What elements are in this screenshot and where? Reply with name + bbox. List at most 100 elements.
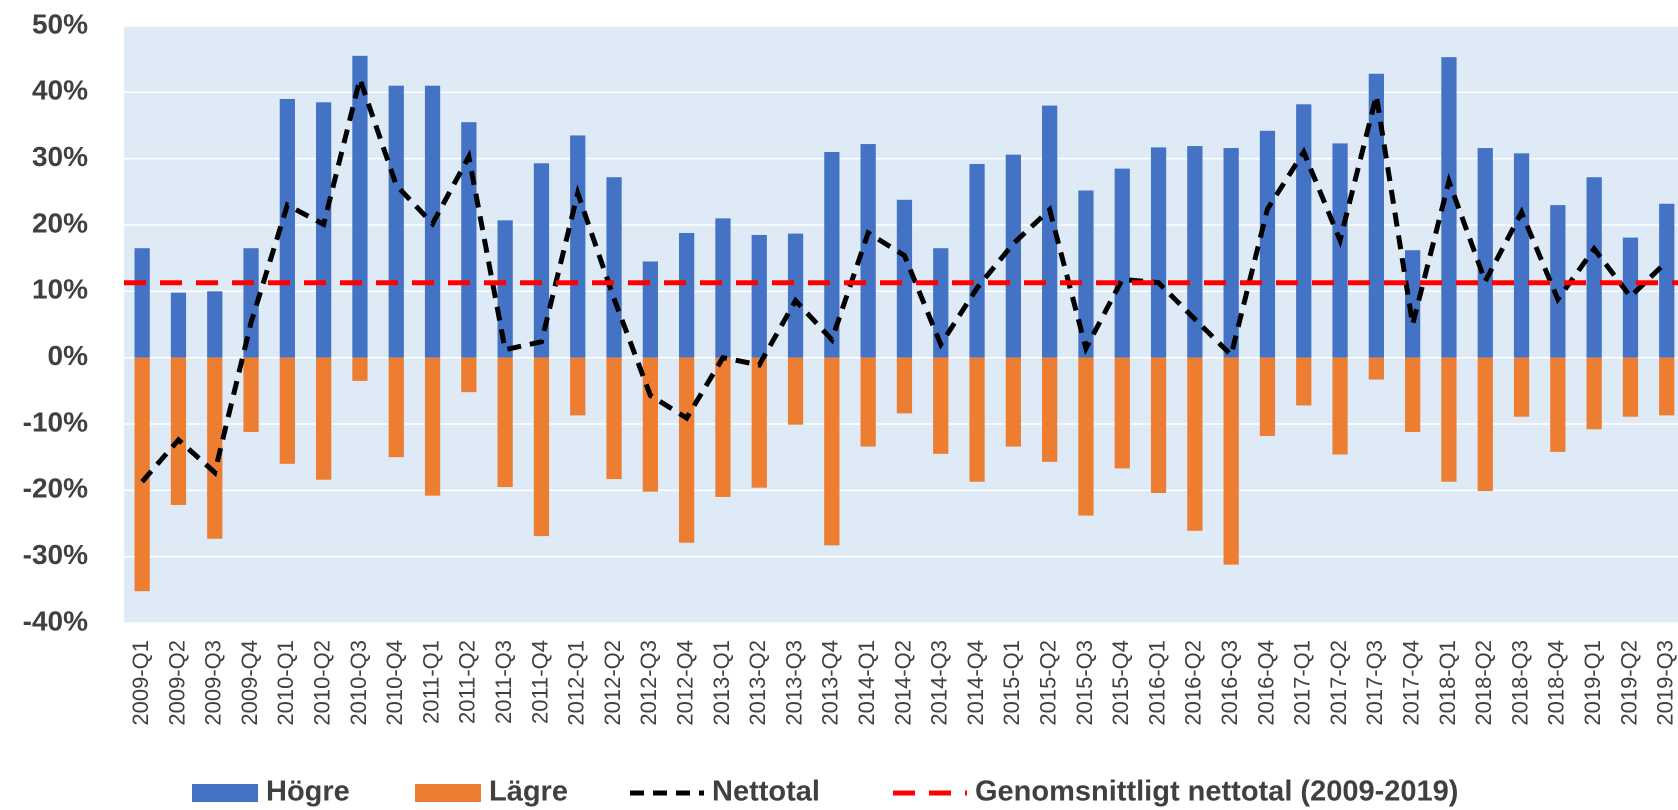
x-tick-label: 2014-Q3: [927, 640, 952, 726]
x-tick-label: 2015-Q4: [1108, 640, 1133, 726]
x-tick-label: 2013-Q3: [781, 640, 806, 726]
bar: [933, 248, 949, 358]
x-tick-label: 2010-Q2: [309, 640, 334, 726]
legend-swatch: [415, 784, 481, 802]
bar: [533, 163, 550, 358]
bar: [352, 55, 368, 358]
bar: [1259, 357, 1276, 436]
y-tick-label: 10%: [32, 274, 88, 305]
x-tick-label: 2011-Q2: [455, 640, 480, 724]
x-tick-label: 2012-Q1: [564, 640, 589, 726]
bar: [1078, 190, 1094, 358]
bar: [715, 218, 731, 358]
bar: [642, 357, 658, 492]
bar: [1513, 153, 1530, 358]
bar: [787, 233, 804, 358]
x-tick-label: 2018-Q3: [1507, 640, 1532, 726]
y-tick-label: -10%: [23, 406, 88, 437]
bar: [751, 234, 767, 358]
bar: [606, 357, 622, 480]
y-tick-label: -30%: [23, 539, 88, 570]
bar: [1550, 357, 1566, 452]
bar: [860, 144, 876, 358]
bar: [316, 102, 332, 358]
bar: [1005, 154, 1021, 358]
y-tick-label: 40%: [32, 75, 88, 106]
bar: [243, 357, 259, 432]
x-tick-label: 2010-Q4: [382, 640, 407, 726]
bar: [1622, 237, 1639, 358]
bar: [824, 152, 840, 358]
x-tick-label: 2018-Q4: [1544, 640, 1569, 726]
bar: [279, 357, 295, 464]
y-tick-label: 30%: [32, 141, 88, 172]
bar: [1114, 357, 1130, 469]
x-tick-label: 2016-Q2: [1181, 640, 1206, 726]
x-tick-label: 2015-Q2: [1035, 640, 1060, 726]
bar: [497, 357, 513, 488]
bar: [1477, 148, 1493, 358]
bar: [1042, 105, 1058, 358]
y-tick-label: -20%: [23, 473, 88, 504]
bar: [170, 357, 187, 505]
bar: [1368, 73, 1384, 358]
x-tick-label: 2019-Q1: [1580, 640, 1605, 726]
bar: [134, 357, 150, 592]
bar: [896, 357, 913, 414]
bar: [606, 177, 622, 358]
bar: [860, 357, 876, 447]
x-tick-label: 2015-Q1: [999, 640, 1024, 726]
x-tick-label: 2016-Q1: [1144, 640, 1169, 726]
x-tick-label: 2011-Q3: [491, 640, 516, 724]
bar: [570, 135, 586, 358]
x-tick-label: 2017-Q2: [1326, 640, 1351, 726]
bar: [243, 248, 259, 358]
bar: [1513, 357, 1530, 417]
bar: [424, 357, 441, 496]
y-tick-label: 50%: [32, 8, 88, 39]
x-tick-label: 2017-Q4: [1398, 640, 1423, 726]
bar: [497, 220, 513, 358]
bar: [533, 357, 550, 537]
x-tick-label: 2014-Q2: [890, 640, 915, 726]
net-line: [140, 70, 1669, 484]
bar: [207, 291, 223, 358]
bar: [824, 357, 840, 546]
bar: [388, 357, 404, 458]
x-tick-label: 2013-Q2: [745, 640, 770, 726]
x-tick-label: 2019-Q2: [1616, 640, 1641, 726]
bar: [969, 163, 985, 358]
bar: [1441, 357, 1457, 482]
bar: [1659, 203, 1675, 358]
y-tick-label: 0%: [48, 340, 89, 371]
bar: [1259, 130, 1276, 358]
bar: [679, 232, 695, 358]
bar: [207, 357, 223, 539]
bar: [1114, 168, 1130, 358]
bar: [1332, 143, 1348, 358]
x-tick-label: 2011-Q4: [527, 640, 552, 724]
x-tick-label: 2012-Q4: [672, 640, 697, 726]
bar: [969, 357, 985, 482]
y-tick-label: -40%: [23, 605, 88, 636]
bar: [1550, 205, 1566, 358]
y-tick-label: 20%: [32, 207, 88, 238]
x-tick-label: 2009-Q4: [237, 640, 262, 726]
x-tick-label: 2012-Q3: [636, 640, 661, 726]
x-tick-label: 2018-Q1: [1435, 640, 1460, 726]
x-tick-label: 2013-Q1: [709, 640, 734, 726]
bar: [1223, 357, 1239, 565]
x-tick-label: 2018-Q2: [1471, 640, 1496, 726]
legend-label: Nettotal: [712, 776, 820, 808]
bar: [1042, 357, 1058, 462]
legend-swatch: [192, 784, 258, 802]
x-tick-label: 2009-Q2: [164, 640, 189, 726]
bar: [1005, 357, 1021, 447]
bar: [787, 357, 804, 425]
x-tick-label: 2013-Q4: [818, 640, 843, 726]
bar: [1441, 57, 1457, 358]
x-tick-label: 2014-Q4: [963, 640, 988, 726]
bar: [1477, 357, 1493, 491]
x-tick-label: 2009-Q3: [201, 640, 226, 726]
bar: [134, 248, 150, 358]
